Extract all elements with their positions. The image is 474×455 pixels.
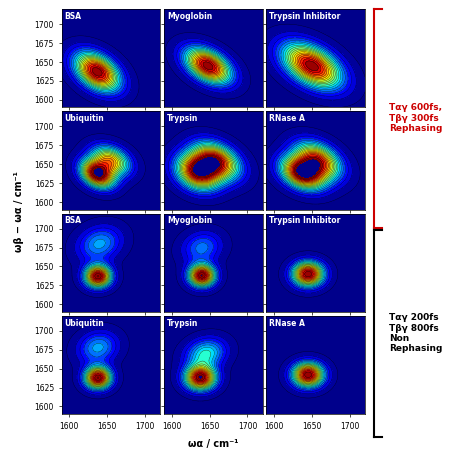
Text: Trypsin Inhibitor: Trypsin Inhibitor <box>269 217 341 226</box>
Text: Trypsin: Trypsin <box>167 114 199 123</box>
Text: Trypsin Inhibitor: Trypsin Inhibitor <box>269 12 341 21</box>
Text: ωα / cm⁻¹: ωα / cm⁻¹ <box>188 439 238 449</box>
Text: Tαγ 600fs,
Tβγ 300fs
Rephasing: Tαγ 600fs, Tβγ 300fs Rephasing <box>389 103 442 133</box>
Text: BSA: BSA <box>64 217 82 226</box>
Text: Myoglobin: Myoglobin <box>167 217 212 226</box>
Text: BSA: BSA <box>64 12 82 21</box>
Text: Myoglobin: Myoglobin <box>167 12 212 21</box>
Text: RNase A: RNase A <box>269 318 305 328</box>
Text: ωβ − ωα / cm⁻¹: ωβ − ωα / cm⁻¹ <box>14 171 24 252</box>
Text: Ubiquitin: Ubiquitin <box>64 318 104 328</box>
Text: Trypsin: Trypsin <box>167 318 199 328</box>
Text: Ubiquitin: Ubiquitin <box>64 114 104 123</box>
Text: RNase A: RNase A <box>269 114 305 123</box>
Text: Tαγ 200fs
Tβγ 800fs
Non
Rephasing: Tαγ 200fs Tβγ 800fs Non Rephasing <box>389 313 442 354</box>
